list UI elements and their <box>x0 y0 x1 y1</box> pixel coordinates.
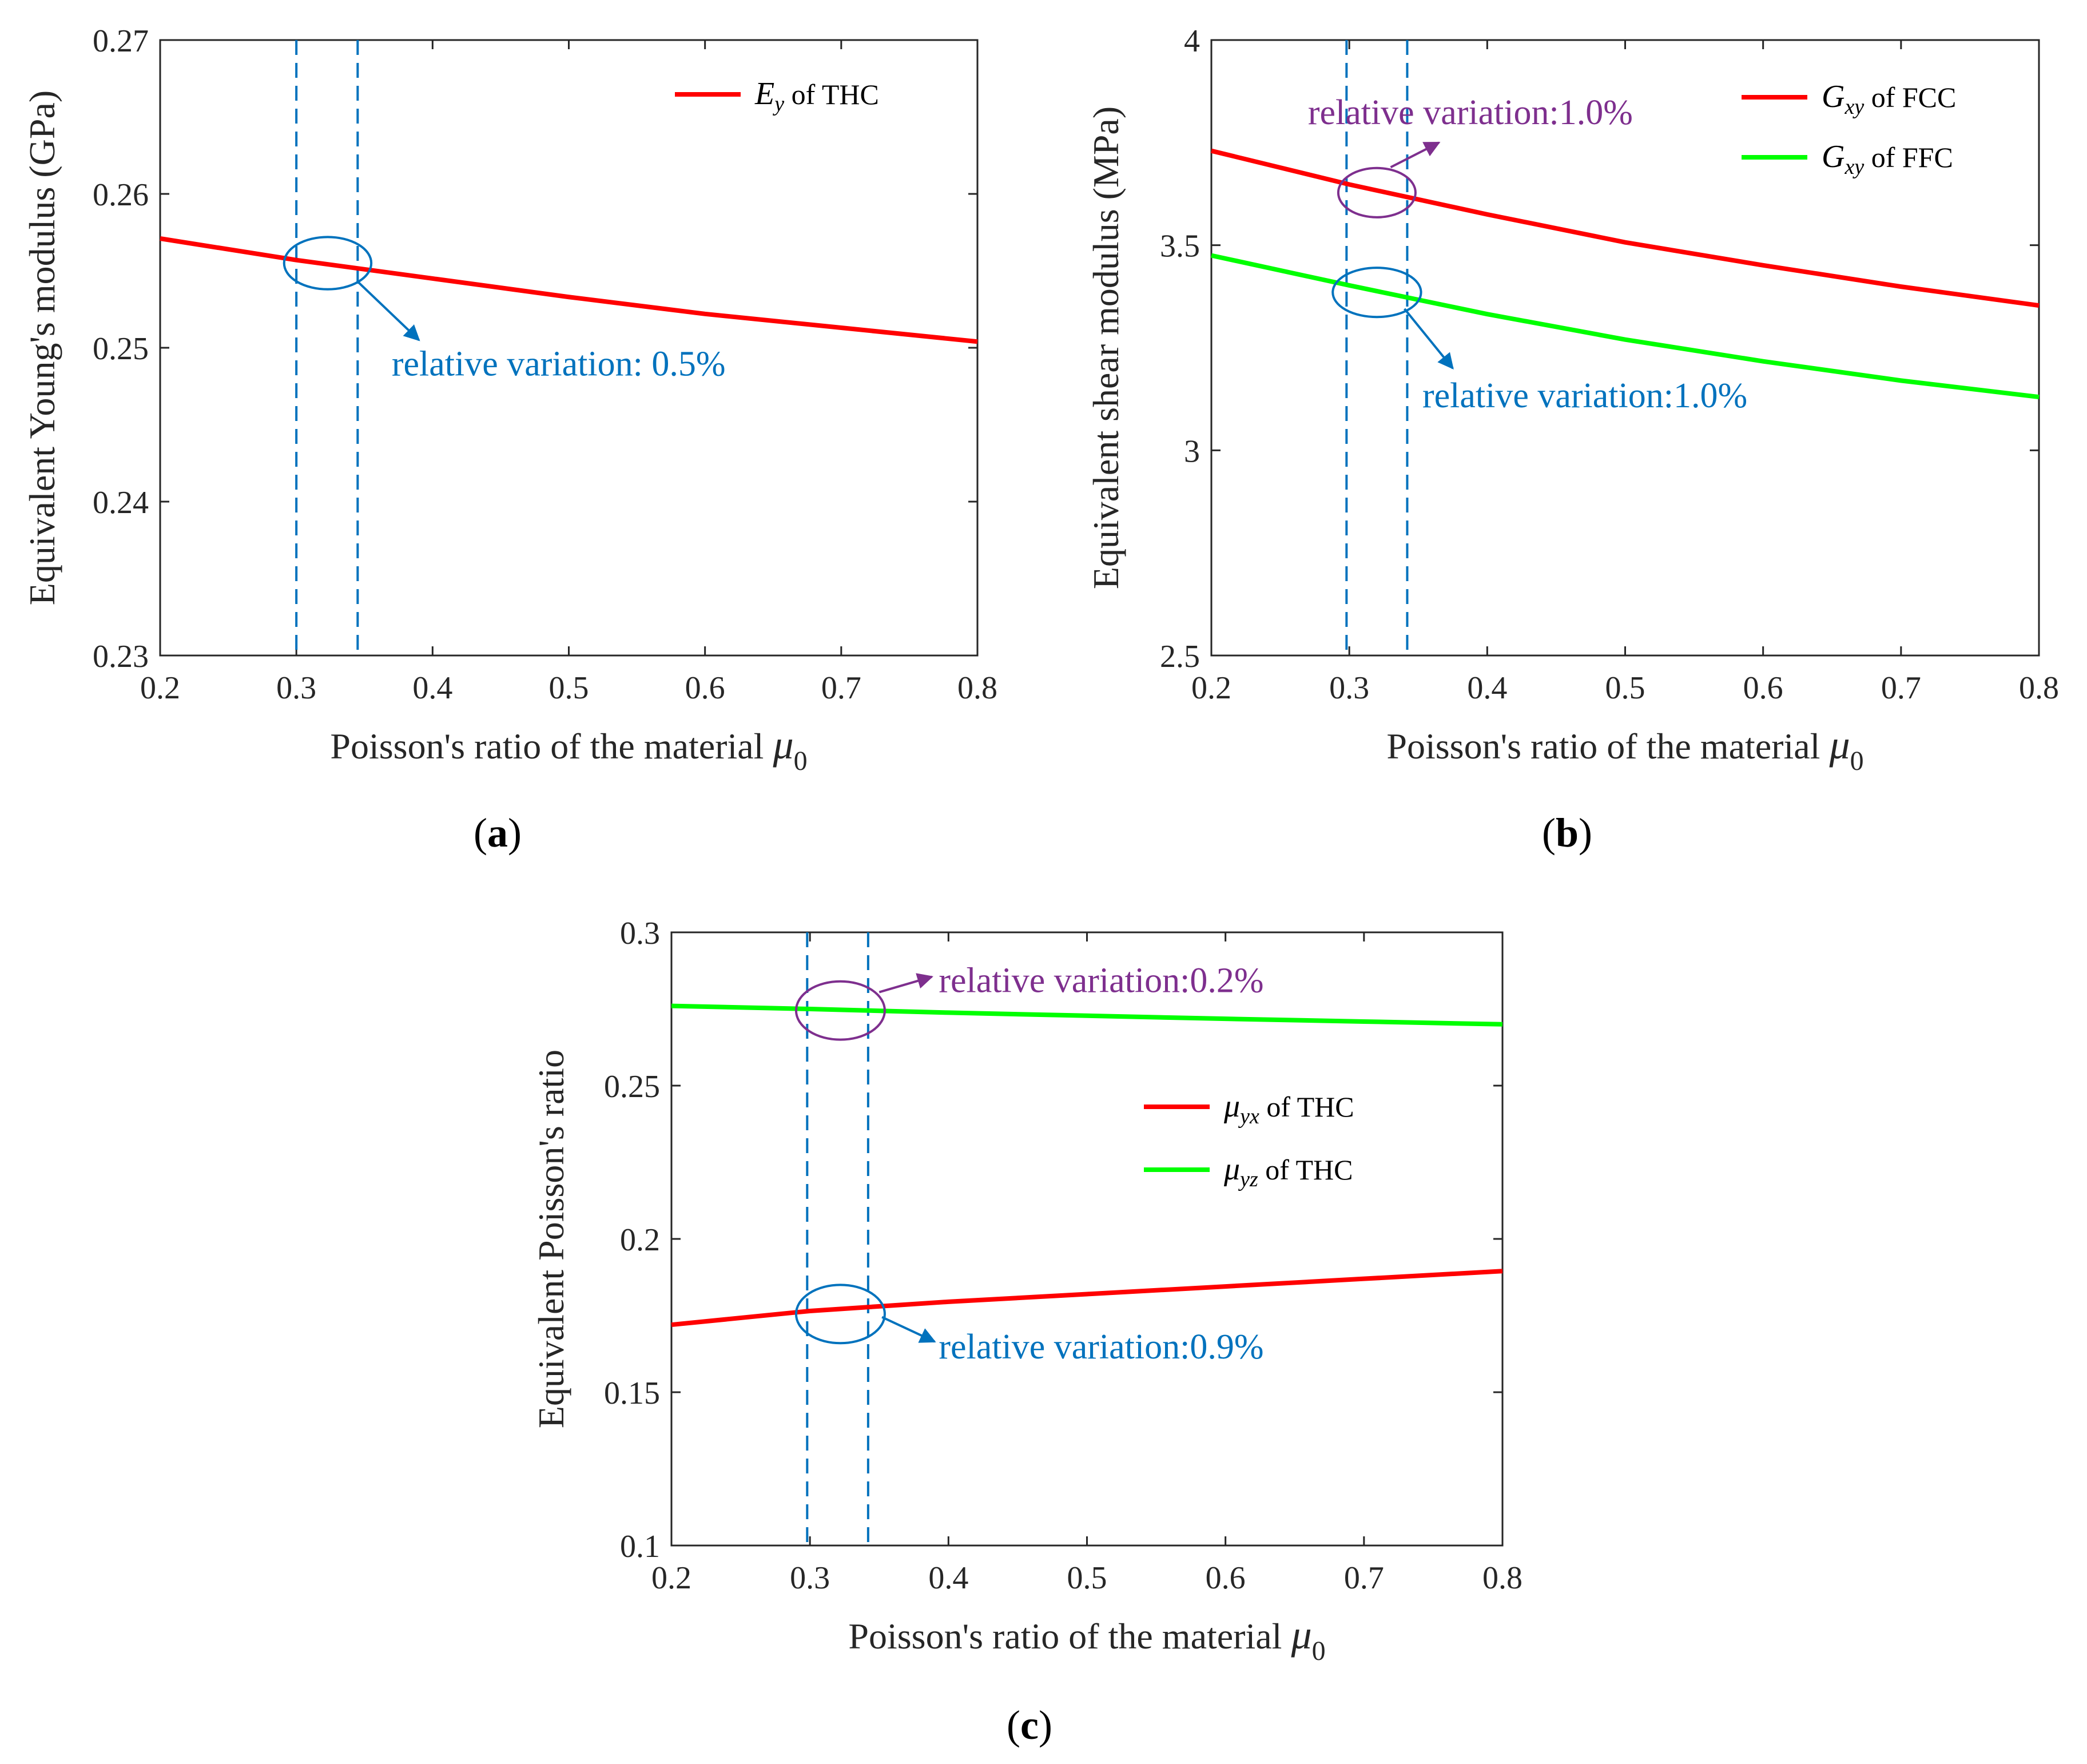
plot-area <box>670 931 1504 1547</box>
x-tick-label: 0.5 <box>549 670 589 706</box>
annotation-arrow <box>1390 141 1441 169</box>
y-axis-label: Equivalent Young's modulus (GPa) <box>22 90 62 605</box>
y-tick-label: 0.23 <box>93 639 149 674</box>
series-line <box>1211 148 2040 308</box>
x-tick-label: 0.3 <box>276 670 316 706</box>
annotation-ellipse <box>283 236 373 291</box>
annotation-text: relative variation:0.2% <box>939 962 1263 1000</box>
x-tick-label: 0.2 <box>1191 670 1231 706</box>
y-tick-label: 3.5 <box>1160 229 1200 264</box>
x-tick-label: 0.3 <box>790 1560 830 1596</box>
chart-panel-a: 0.2 0.3 0.4 0.5 0.6 0.7 0.8 0.23 0.24 0.25 0.26 0.2… <box>22 23 997 856</box>
x-axis-label: Poisson's ratio of the material μ0 <box>848 1612 1325 1666</box>
annotation-text: relative variation:0.9% <box>939 1328 1263 1366</box>
y-axis-label: Equivalent Poisson's ratio <box>531 1050 571 1428</box>
y-tick-label: 0.25 <box>93 331 149 367</box>
y-tick-label: 0.27 <box>93 23 149 59</box>
y-axis-label: Equivalent shear modulus (MPa) <box>1086 106 1126 589</box>
annotation-arrow <box>881 1316 936 1343</box>
legend-entry: Gxy of FFC <box>1822 139 1953 179</box>
y-tick-label: 0.2 <box>620 1222 660 1258</box>
x-axis-label: Poisson's ratio of the material μ0 <box>330 722 807 776</box>
panel-label: (a) <box>474 810 522 856</box>
y-tick-label: 3 <box>1184 434 1200 469</box>
series-line <box>160 236 978 344</box>
series-line <box>671 1269 1503 1328</box>
panel-label: (b) <box>1542 810 1592 856</box>
y-tick-label: 0.26 <box>93 177 149 213</box>
x-tick-label: 0.8 <box>957 670 997 706</box>
chart-panel-b: 0.2 0.3 0.4 0.5 0.6 0.7 0.8 2.5 3 3.5 4 relative va… <box>1086 23 2059 856</box>
x-tick-label: 0.3 <box>1329 670 1369 706</box>
y-tick-label: 2.5 <box>1160 639 1200 674</box>
y-tick-label: 0.15 <box>604 1376 660 1411</box>
x-tick-label: 0.7 <box>1344 1560 1384 1596</box>
x-tick-label: 0.6 <box>1206 1560 1246 1596</box>
plot-area <box>1210 39 2040 657</box>
x-axis-label: Poisson's ratio of the material μ0 <box>1386 722 1863 776</box>
legend-entry: μyz of THC <box>1223 1151 1353 1191</box>
x-tick-label: 0.8 <box>2019 670 2059 706</box>
panel-label: (c) <box>1007 1702 1052 1748</box>
y-tick-label: 0.1 <box>620 1529 660 1564</box>
x-tick-label: 0.6 <box>685 670 725 706</box>
legend-entry: Gxy of FCC <box>1822 79 1956 119</box>
x-tick-label: 0.6 <box>1743 670 1783 706</box>
annotation-text: relative variation:1.0% <box>1308 93 1633 132</box>
annotation-arrow <box>878 973 933 994</box>
annotation-ellipse <box>794 1284 886 1345</box>
chart-panel-c: 0.2 0.3 0.4 0.5 0.6 0.7 0.8 0.1 0.15 0.2 0.25 0.3 re… <box>531 916 1522 1748</box>
x-tick-label: 0.4 <box>412 670 452 706</box>
y-tick-label: 0.3 <box>620 916 660 951</box>
x-tick-label: 0.2 <box>140 670 180 706</box>
x-tick-label: 0.2 <box>651 1560 691 1596</box>
annotation-arrow <box>1404 308 1454 370</box>
legend-entry: Ey of THC <box>754 76 879 116</box>
annotation-ellipse <box>1337 166 1417 218</box>
annotation-ellipse <box>1331 267 1422 319</box>
series-line <box>671 1003 1503 1027</box>
x-tick-label: 0.4 <box>1467 670 1507 706</box>
x-tick-label: 0.5 <box>1067 1560 1107 1596</box>
y-tick-label: 4 <box>1184 23 1200 59</box>
legend-entry: μyx of THC <box>1223 1088 1354 1129</box>
x-tick-label: 0.5 <box>1605 670 1645 706</box>
x-tick-label: 0.7 <box>821 670 861 706</box>
y-tick-label: 0.24 <box>93 485 149 521</box>
series-line <box>1211 253 2040 400</box>
annotation-text: relative variation: 0.5% <box>392 344 726 383</box>
annotation-arrow <box>356 280 420 341</box>
x-tick-label: 0.8 <box>1482 1560 1522 1596</box>
x-tick-label: 0.4 <box>928 1560 968 1596</box>
y-tick-label: 0.25 <box>604 1069 660 1105</box>
x-tick-label: 0.7 <box>1881 670 1921 706</box>
annotation-text: relative variation:1.0% <box>1422 376 1747 415</box>
annotation-ellipse <box>794 980 886 1041</box>
